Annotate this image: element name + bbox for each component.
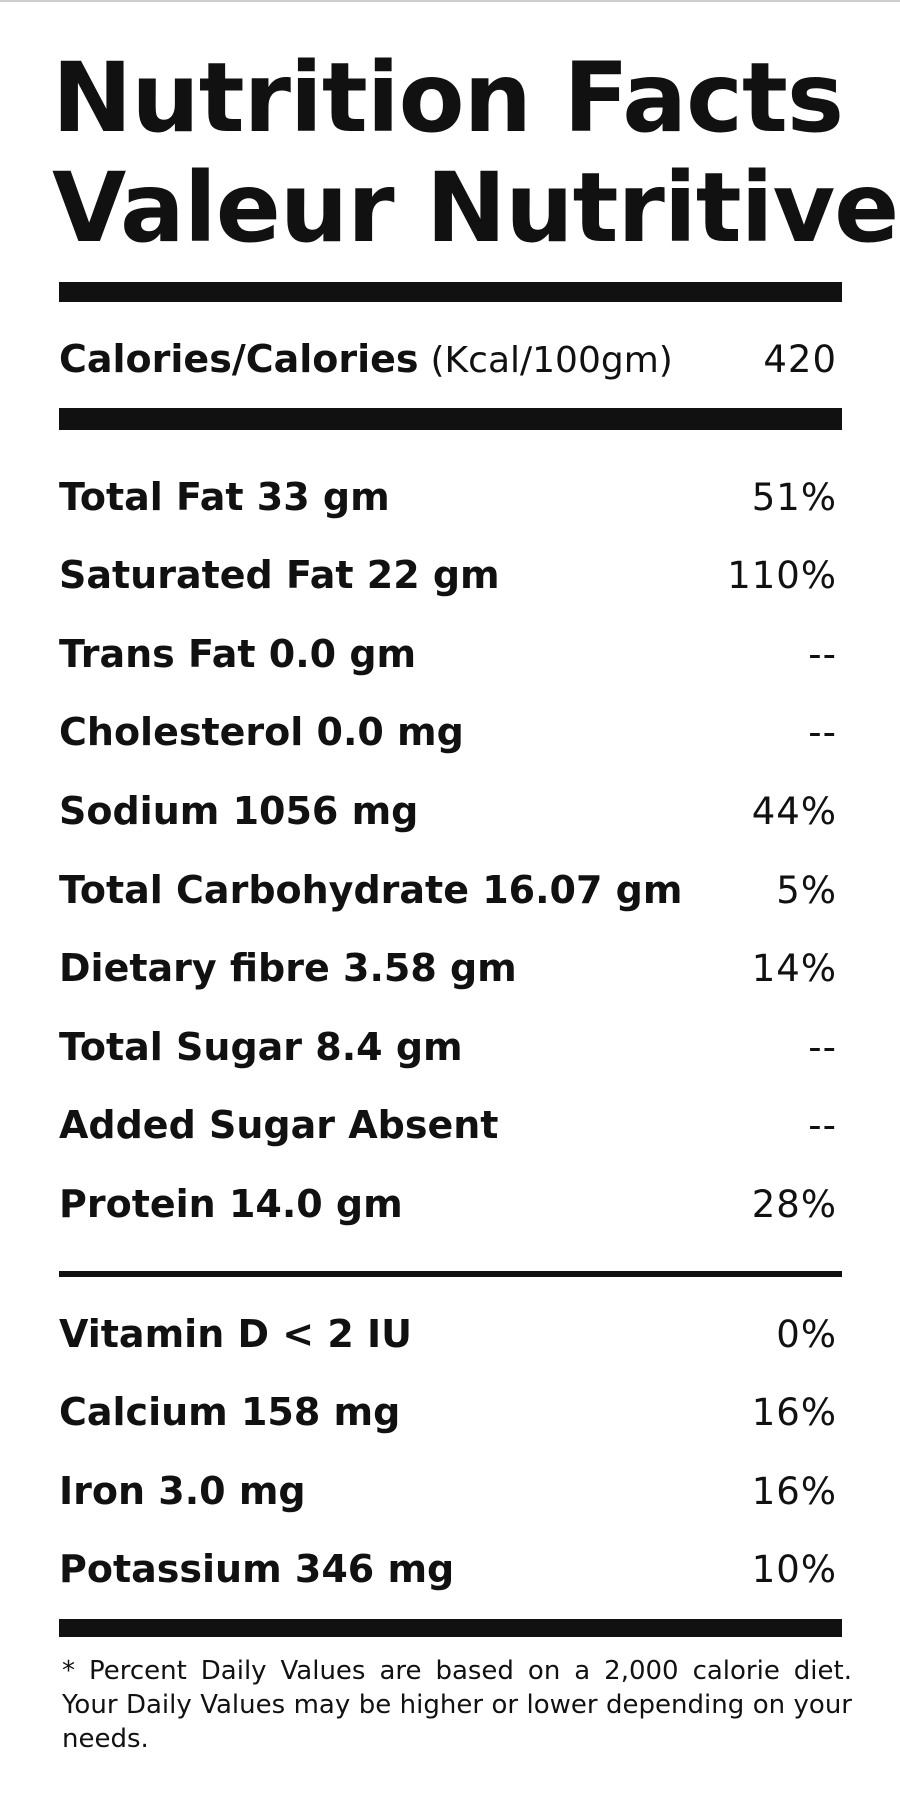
nutrient-row-added-sugar: Added Sugar Absent --: [59, 1095, 837, 1155]
daily-value: --: [808, 1025, 837, 1069]
daily-value: 10%: [751, 1547, 837, 1591]
nutrient-label: Protein 14.0 gm: [59, 1182, 403, 1226]
daily-value: --: [808, 632, 837, 676]
daily-value: 16%: [751, 1390, 837, 1434]
calories-row: Calories/Calories (Kcal/100gm) 420: [59, 329, 837, 389]
vitamin-row-vitamin-d: Vitamin D < 2 IU 0%: [59, 1304, 837, 1364]
daily-value: --: [808, 710, 837, 754]
nutrient-label: Sodium 1056 mg: [59, 789, 419, 833]
nutrient-label: Cholesterol 0.0 mg: [59, 710, 464, 754]
nutrient-label: Dietary fibre 3.58 gm: [59, 946, 517, 990]
nutrient-row-sodium: Sodium 1056 mg 44%: [59, 781, 837, 841]
nutrient-label: Added Sugar Absent: [59, 1103, 499, 1147]
nutrient-label: Total Carbohydrate 16.07 gm: [59, 868, 683, 912]
calories-label: Calories/Calories: [59, 337, 419, 381]
daily-value: 5%: [776, 868, 837, 912]
nutrient-row-total-fat: Total Fat 33 gm 51%: [59, 467, 837, 527]
nutrient-row-total-sugar: Total Sugar 8.4 gm --: [59, 1017, 837, 1077]
nutrient-label: Iron 3.0 mg: [59, 1469, 306, 1513]
nutrient-label: Total Sugar 8.4 gm: [59, 1025, 463, 1069]
nutrient-row-cholesterol: Cholesterol 0.0 mg --: [59, 702, 837, 762]
title-english: Nutrition Facts: [52, 42, 844, 154]
nutrient-label: Trans Fat 0.0 gm: [59, 632, 417, 676]
mineral-row-potassium: Potassium 346 mg 10%: [59, 1539, 837, 1599]
thick-divider-bottom: [59, 1619, 842, 1637]
daily-value: --: [808, 1103, 837, 1147]
daily-value: 16%: [751, 1469, 837, 1513]
nutrient-label: Potassium 346 mg: [59, 1547, 455, 1591]
calories-label-group: Calories/Calories (Kcal/100gm): [59, 337, 673, 381]
nutrient-row-dietary-fibre: Dietary fibre 3.58 gm 14%: [59, 938, 837, 998]
nutrient-row-total-carbohydrate: Total Carbohydrate 16.07 gm 5%: [59, 860, 837, 920]
nutrient-row-protein: Protein 14.0 gm 28%: [59, 1174, 837, 1234]
thick-divider-top: [59, 282, 842, 302]
daily-value: 51%: [751, 475, 837, 519]
nutrient-label: Total Fat 33 gm: [59, 475, 390, 519]
daily-value: 14%: [751, 946, 837, 990]
title-french: Valeur Nutritive: [52, 152, 899, 264]
calories-value: 420: [763, 337, 837, 381]
calories-unit: (Kcal/100gm): [430, 340, 673, 381]
nutrient-row-saturated-fat: Saturated Fat 22 gm 110%: [59, 545, 837, 605]
nutrient-label: Calcium 158 mg: [59, 1390, 401, 1434]
nutrient-label: Vitamin D < 2 IU: [59, 1312, 412, 1356]
footnote: * Percent Daily Values are based on a 2,…: [62, 1656, 852, 1754]
daily-value: 0%: [776, 1312, 837, 1356]
daily-value: 44%: [751, 789, 837, 833]
divider-vitamins: [59, 1271, 842, 1277]
mineral-row-calcium: Calcium 158 mg 16%: [59, 1382, 837, 1442]
daily-value: 28%: [751, 1182, 837, 1226]
mineral-row-iron: Iron 3.0 mg 16%: [59, 1461, 837, 1521]
nutrient-label: Saturated Fat 22 gm: [59, 553, 500, 597]
nutrient-row-trans-fat: Trans Fat 0.0 gm --: [59, 624, 837, 684]
thick-divider-calories: [59, 408, 842, 430]
daily-value: 110%: [727, 553, 837, 597]
